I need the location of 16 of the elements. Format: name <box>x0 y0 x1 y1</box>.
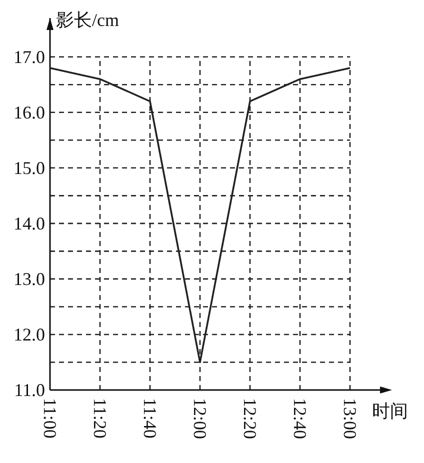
x-tick-label: 11:40 <box>140 398 160 438</box>
y-tick-label: 11.0 <box>14 380 45 400</box>
x-axis-title: 时间 <box>372 401 408 421</box>
x-tick-label: 11:20 <box>90 398 110 438</box>
x-tick-label: 13:00 <box>340 398 360 440</box>
x-tick-label: 12:00 <box>190 398 210 440</box>
x-tick-label: 11:00 <box>40 398 60 438</box>
y-tick-label: 12.0 <box>14 324 45 344</box>
y-axis-title: 影长/cm <box>56 10 119 30</box>
y-tick-label: 13.0 <box>14 268 45 289</box>
y-tick-label: 15.0 <box>14 158 45 178</box>
y-tick-label: 16.0 <box>14 102 45 122</box>
y-tick-label: 14.0 <box>14 213 45 234</box>
x-tick-label: 12:40 <box>290 398 310 440</box>
y-tick-label: 17.0 <box>14 46 45 67</box>
x-tick-label: 12:20 <box>240 398 260 440</box>
